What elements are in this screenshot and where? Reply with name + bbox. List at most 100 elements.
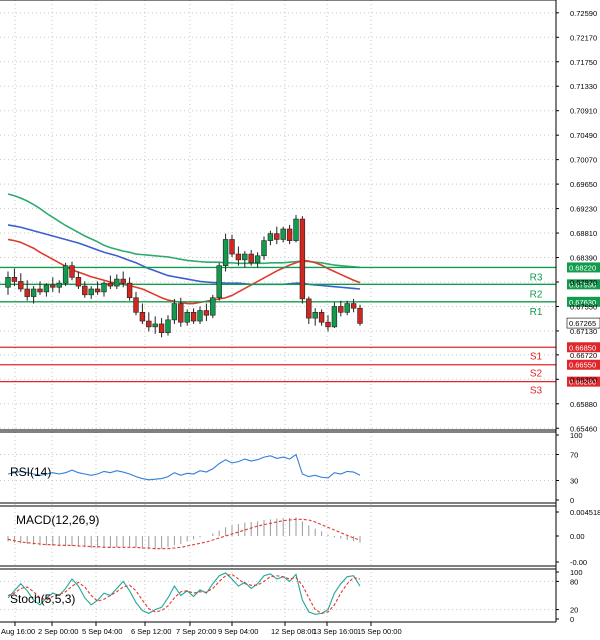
- candle-body: [312, 312, 318, 319]
- level-label-s1: S1: [530, 351, 543, 362]
- candle-body: [267, 233, 274, 241]
- candle-body: [158, 323, 165, 333]
- candle-body: [56, 282, 62, 288]
- x-tick-label: Aug 16:00: [1, 627, 35, 636]
- candle-body: [178, 303, 184, 323]
- level-price-label: 0.68220: [569, 263, 596, 272]
- y-tick-label: 0.72590: [570, 9, 597, 18]
- candle-body: [75, 277, 82, 287]
- level-price-label: 0.67930: [569, 280, 596, 289]
- candle-body: [325, 321, 331, 328]
- y-tick-label: 0.67550: [570, 302, 597, 311]
- candle-body: [344, 303, 350, 313]
- candles: [5, 215, 363, 338]
- y-tick-label: 0.66720: [570, 351, 597, 360]
- y-tick-label: 0.68810: [570, 229, 597, 238]
- candle-body: [242, 253, 248, 261]
- candle-body: [120, 278, 126, 284]
- candle-body: [210, 297, 216, 316]
- candle-body: [203, 310, 210, 316]
- level-price-box: [567, 359, 600, 370]
- candle-body: [133, 297, 139, 313]
- candle-body: [280, 228, 286, 240]
- current-price-box: [566, 317, 600, 329]
- candle-body: [357, 307, 363, 324]
- candle-body: [11, 277, 18, 282]
- level-price-label: 0.66850: [569, 343, 596, 352]
- x-tick-label: 6 Sep 12:00: [131, 627, 171, 636]
- candle-body: [171, 303, 178, 321]
- candle-body: [69, 265, 75, 278]
- level-label-r3: R3: [530, 272, 543, 283]
- stoch-tick-label: 0: [570, 615, 574, 624]
- candle-body: [50, 284, 56, 288]
- ma-line: [7, 238, 361, 305]
- y-tick-label: 0.67970: [570, 278, 597, 287]
- candle-body: [197, 310, 203, 322]
- stoch-k-line: [7, 572, 361, 615]
- indicator-lines: [7, 453, 361, 615]
- rsi-label: RSI(14): [10, 465, 51, 479]
- candle-body: [24, 288, 30, 297]
- y-tick-label: 0.69650: [570, 180, 597, 189]
- macd-tick-label: 0.00: [570, 532, 585, 541]
- candle-body: [306, 298, 312, 319]
- y-tick-label: 0.65880: [570, 400, 597, 409]
- macd-signal-line: [7, 518, 361, 550]
- candle-body: [331, 306, 338, 328]
- level-label-r1: R1: [530, 307, 543, 318]
- candle-body: [30, 288, 37, 297]
- candle-body: [152, 323, 158, 328]
- level-label-s2: S2: [530, 369, 543, 380]
- level-label-s3: S3: [530, 386, 543, 397]
- candle-body: [107, 282, 114, 287]
- stoch-d-line: [7, 573, 361, 614]
- rsi-tick-label: 70: [570, 451, 578, 460]
- ma-line: [7, 224, 361, 290]
- candle-body: [62, 265, 69, 284]
- rsi-tick-label: 100: [570, 431, 583, 440]
- level-label-r2: R2: [530, 289, 543, 300]
- macd-tick-label: 0.004518: [570, 508, 600, 517]
- x-axis: Aug 16:00 2 Sep 00:00 5 Sep 04:00 6 Sep 12:…: [1, 622, 402, 636]
- candle-body: [146, 320, 152, 328]
- current-price-label: 0.67265: [569, 319, 596, 328]
- rsi-tick-label: 0: [570, 496, 574, 505]
- y-tick-label: 0.67130: [570, 327, 597, 336]
- y-tick-label: 0.66300: [570, 375, 597, 384]
- level-price-box: [567, 279, 600, 290]
- x-tick-label: 15 Sep 00:00: [357, 627, 402, 636]
- candle-body: [235, 253, 242, 261]
- candle-body: [261, 240, 267, 257]
- x-tick-label: 12 Sep 08:00: [271, 627, 316, 636]
- y-tick-label: 0.72170: [570, 33, 597, 42]
- candle-body: [184, 312, 190, 323]
- candle-body: [94, 288, 101, 293]
- candle-body: [274, 233, 280, 240]
- macd-tick-label: -0.00: [570, 558, 587, 567]
- stoch-label: Stoch(5,5,3): [10, 592, 75, 606]
- candle-body: [88, 288, 94, 296]
- candle-body: [126, 282, 133, 299]
- y-tick-label: 0.69230: [570, 205, 597, 214]
- candle-body: [248, 253, 254, 264]
- y-tick-label: 0.70490: [570, 131, 597, 140]
- stoch-tick-label: 20: [570, 606, 578, 615]
- pivot-levels: R3 0.68220 R2 0.67930 R1 0.67630 S1 0.66850 S2 0.…: [0, 262, 600, 397]
- x-tick-label: 5 Sep 04:00: [82, 627, 122, 636]
- y-tick-label: 0.71330: [570, 82, 597, 91]
- stoch-tick-label: 100: [570, 568, 583, 577]
- candle-body: [222, 239, 229, 266]
- level-price-box: [567, 262, 600, 273]
- candle-body: [101, 282, 107, 293]
- candle-body: [293, 218, 299, 241]
- rsi-tick-label: 30: [570, 477, 578, 486]
- stoch-tick-label: 80: [570, 577, 578, 586]
- macd-label: MACD(12,26,9): [16, 513, 99, 527]
- candle-body: [18, 281, 24, 290]
- level-price-box: [567, 296, 600, 307]
- candle-body: [37, 288, 43, 293]
- candle-body: [114, 278, 120, 287]
- candle-body: [254, 255, 261, 264]
- level-price-label: 0.66550: [569, 361, 596, 370]
